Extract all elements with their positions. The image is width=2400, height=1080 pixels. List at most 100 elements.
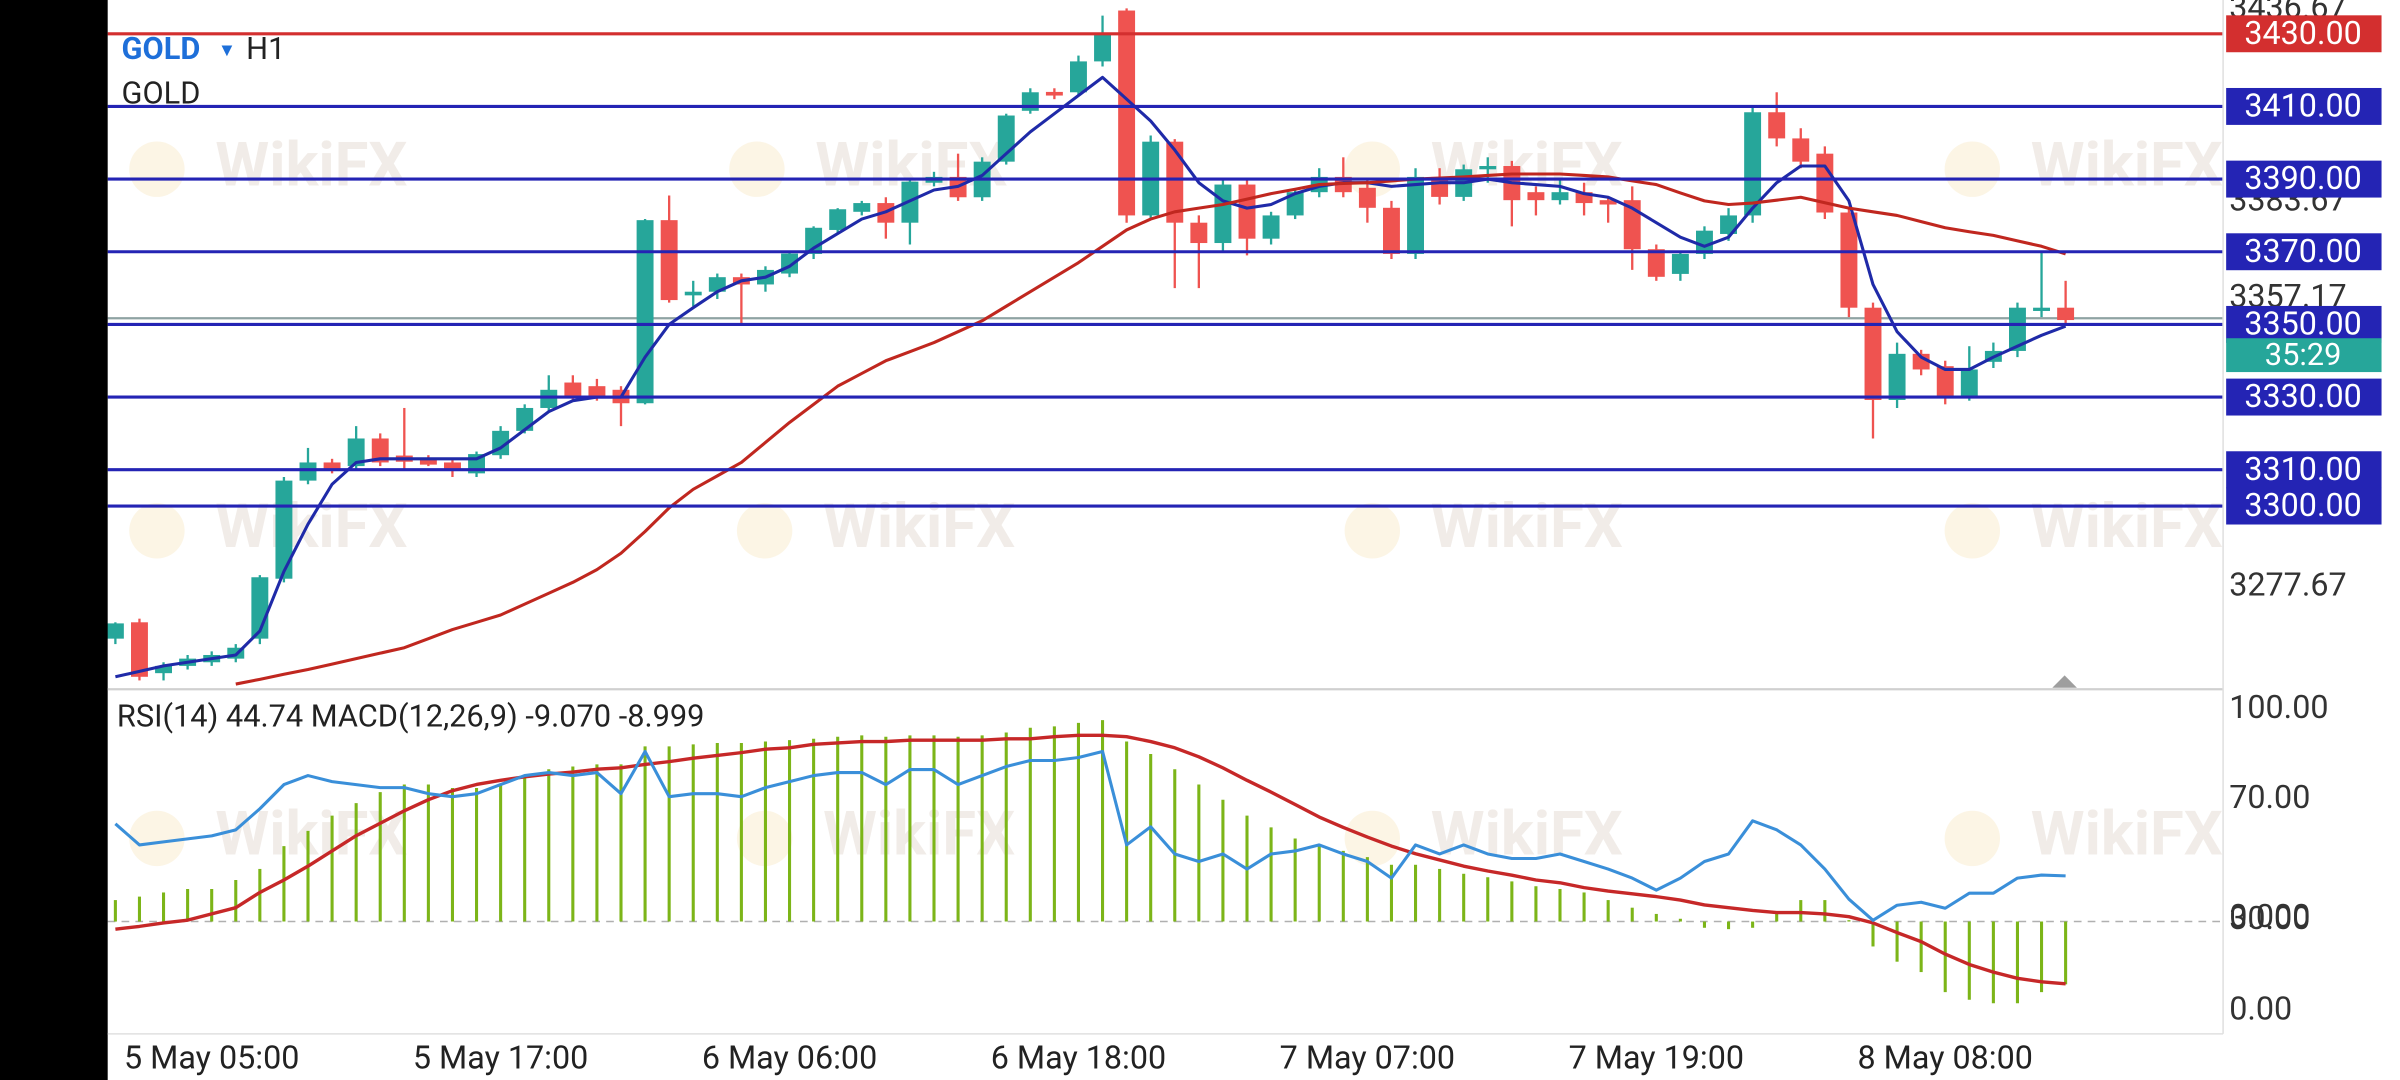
candle-body xyxy=(106,623,124,639)
watermark-icon xyxy=(129,141,185,197)
watermark: WikiFX xyxy=(2031,799,2223,871)
watermark-icon xyxy=(129,503,185,559)
candle-body xyxy=(1840,212,1858,308)
candle-body xyxy=(1286,192,1304,216)
candle-body xyxy=(1527,192,1545,201)
symbol[interactable]: GOLD xyxy=(122,30,201,67)
candle-body xyxy=(708,277,726,292)
candle-body xyxy=(1407,176,1424,254)
candle-body xyxy=(1214,184,1232,244)
candle-body xyxy=(1768,112,1786,139)
candle-body xyxy=(660,220,678,301)
candle-body xyxy=(636,220,654,404)
candle-body xyxy=(1599,200,1617,205)
level-label-box xyxy=(2226,233,2382,271)
candle-body xyxy=(1671,253,1689,274)
candle-body xyxy=(1166,141,1184,223)
watermark-icon xyxy=(736,503,793,559)
watermark: WikiFX xyxy=(823,799,1015,871)
watermark-icon xyxy=(729,141,785,197)
level-label-box xyxy=(2226,305,2382,343)
candle-body xyxy=(323,462,341,470)
candle-body xyxy=(1960,369,1978,398)
candle-body xyxy=(2009,307,2026,351)
rsi-line xyxy=(114,749,2066,922)
watermark-icon xyxy=(129,810,185,867)
level-label: 3370.00 xyxy=(2244,232,2361,270)
x-tick-label: 8 May 08:00 xyxy=(1858,1039,2033,1077)
candle-body xyxy=(1094,33,1111,62)
candle-body xyxy=(299,462,317,481)
watermark-icon xyxy=(1944,503,2000,559)
candle-body xyxy=(1383,207,1400,254)
watermark: WikiFX xyxy=(2031,491,2223,563)
level-label: 3350.00 xyxy=(2244,304,2361,342)
x-tick-label: 5 May 17:00 xyxy=(413,1039,588,1077)
level-label-box xyxy=(2226,451,2382,489)
watermark: WikiFX xyxy=(2031,129,2223,201)
candle-body xyxy=(1358,187,1376,208)
level-label: 3300.00 xyxy=(2244,486,2361,524)
watermark: WikiFX xyxy=(1431,491,1623,563)
watermark: WikiFX xyxy=(215,799,407,871)
candle-body xyxy=(2033,307,2050,311)
candle-body xyxy=(1792,138,1810,162)
candle-body xyxy=(1190,222,1208,244)
candle-body xyxy=(444,462,461,470)
watermark: WikiFX xyxy=(823,491,1015,563)
x-tick-label: 7 May 07:00 xyxy=(1280,1039,1455,1077)
candle-body xyxy=(588,386,606,398)
candle-body xyxy=(419,458,437,465)
y2-tick-label: 0.000 xyxy=(2229,897,2310,935)
level-label-box xyxy=(2226,15,2382,53)
countdown: 35:29 xyxy=(2265,336,2342,373)
candle-body xyxy=(564,382,582,398)
candle-body xyxy=(1696,230,1713,254)
watermark: WikiFX xyxy=(215,129,407,201)
level-label: 3390.00 xyxy=(2244,159,2361,197)
candle-body xyxy=(275,480,293,579)
level-label: 3310.00 xyxy=(2244,450,2361,488)
timeframe[interactable]: H1 xyxy=(246,30,285,67)
candle-body xyxy=(540,389,558,408)
level-label: 3410.00 xyxy=(2244,87,2361,125)
candle-body xyxy=(684,291,702,296)
x-tick-label: 6 May 06:00 xyxy=(702,1039,877,1077)
candle-body xyxy=(1575,192,1593,204)
candle-body xyxy=(371,438,389,463)
candle-body xyxy=(1262,215,1280,239)
candle-body xyxy=(1238,184,1256,239)
candle-body xyxy=(1816,153,1834,213)
candle-body xyxy=(1118,10,1136,216)
candle-body xyxy=(516,407,534,431)
y-tick-label: 3277.67 xyxy=(2229,566,2346,604)
candle-body xyxy=(1479,166,1497,170)
x-tick-label: 7 May 19:00 xyxy=(1569,1039,1744,1077)
y-tick-label: 100.00 xyxy=(2229,688,2328,726)
candle-body xyxy=(347,438,365,467)
candle-body xyxy=(1070,61,1087,93)
x-tick-label: 6 May 18:00 xyxy=(991,1039,1166,1077)
level-label: 3430.00 xyxy=(2244,14,2361,52)
candle-body xyxy=(1936,366,1954,398)
candle-body xyxy=(155,665,172,674)
watermark: WikiFX xyxy=(215,491,407,563)
scroll-marker[interactable] xyxy=(2052,675,2077,688)
level-label-box xyxy=(2226,160,2382,198)
level-label: 3330.00 xyxy=(2244,377,2361,415)
candle-body xyxy=(131,622,148,677)
symbol-dropdown[interactable]: ▾ xyxy=(222,37,233,62)
candle-body xyxy=(1021,92,1039,111)
watermark-icon xyxy=(1344,503,1400,559)
countdown-box xyxy=(2226,338,2382,373)
watermark-icon xyxy=(1944,810,2000,867)
candle-body xyxy=(829,209,847,230)
x-tick-label: 5 May 05:00 xyxy=(124,1039,299,1077)
candle-body xyxy=(805,227,823,254)
candle-body xyxy=(1551,192,1569,201)
symbol-description: GOLD xyxy=(122,75,201,112)
plot-layer: 3436.673383.673357.173277.673430.003410.… xyxy=(106,0,2382,1077)
candle-body xyxy=(2057,307,2075,321)
candle-body xyxy=(853,203,871,212)
